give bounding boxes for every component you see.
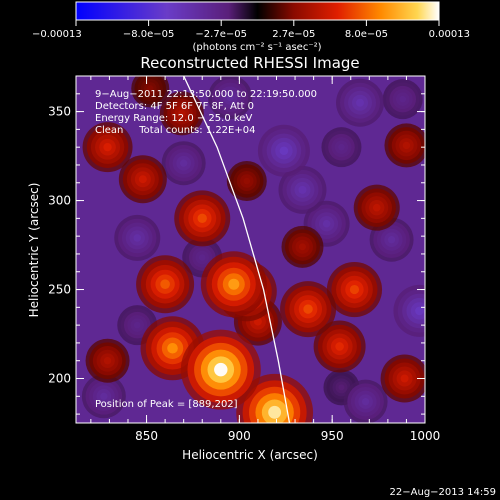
footer-timestamp: 22−Aug−2013 14:59 (390, 487, 496, 498)
colorbar-units: (photons cm⁻² s⁻¹ asec⁻²) (192, 42, 321, 53)
heatmap-source (387, 236, 396, 244)
heatmap-source (179, 159, 188, 167)
y-axis-label: Heliocentric Y (arcsec) (27, 183, 41, 318)
heatmap-source (338, 143, 345, 151)
heatmap-source (103, 357, 112, 365)
heatmap-source (399, 95, 407, 103)
heatmap-source (298, 185, 307, 194)
y-tick-label: 300 (48, 194, 71, 208)
colorbar-ticks: −0.00013 −8.0e−05 −2.7e−05 2.7e−05 8.0e−05 0.… (32, 20, 470, 40)
solar-limb-curve (183, 76, 291, 423)
colorbar-frame (75, 1, 440, 21)
annotation-block: 9−Aug−2011 22:13:50.000 to 22:19:50.000 … (95, 89, 317, 136)
heatmap-source (361, 397, 370, 406)
heatmap-source (197, 213, 207, 224)
x-tick-label: 1000 (410, 429, 441, 443)
colorbar-tick-label: 2.7e−05 (272, 29, 315, 40)
x-tick-label: 950 (321, 429, 344, 443)
colorbar-tick-label: −8.0e−05 (123, 29, 175, 40)
y-tick-label: 250 (48, 283, 71, 297)
heatmap-source (322, 219, 331, 228)
y-tick-label: 200 (48, 372, 71, 386)
heatmap-source (356, 98, 365, 107)
axis-ticks: 850 900 950 1000 200 250 300 350 (48, 75, 441, 443)
heatmap-source (335, 342, 344, 351)
colorbar-tick-label: −2.7e−05 (195, 29, 247, 40)
heatmap-source (402, 141, 411, 150)
heatmap-source (400, 374, 409, 383)
heatmap-source (178, 109, 186, 118)
heatmap-source (167, 342, 178, 354)
colorbar-tick-label: 0.00013 (429, 29, 470, 40)
peak-position-label: Position of Peak = [889,202] (95, 399, 238, 410)
heatmap-source (138, 175, 147, 184)
colorbar: −0.00013 −8.0e−05 −2.7e−05 2.7e−05 8.0e−05 0.… (32, 1, 470, 53)
colorbar-tick-label: −0.00013 (32, 29, 82, 40)
annotation-counts: Clean Total counts: 1.22E+04 (95, 125, 255, 136)
heatmap-source (268, 405, 282, 419)
annotation-energy: Energy Range: 12.0 − 25.0 keV (95, 113, 252, 124)
heatmap-source (133, 321, 141, 329)
heatmap-source (214, 362, 228, 377)
annotation-detectors: Detectors: 4F 5F 6F 7F 8F, Att 0 (95, 101, 254, 112)
heatmap-source (198, 254, 206, 261)
heatmap-source (160, 279, 170, 290)
x-tick-label: 850 (135, 429, 158, 443)
heatmap-source (415, 306, 424, 316)
heatmap-source (279, 146, 289, 156)
x-tick-label: 900 (228, 429, 251, 443)
heatmap-source (103, 142, 112, 152)
heatmap-source (228, 278, 240, 290)
heatmap-source (338, 384, 345, 391)
heatmap-source (303, 304, 313, 314)
heatmap-layer (76, 76, 425, 423)
heatmap-source (100, 392, 108, 401)
heatmap-source (226, 93, 234, 102)
y-tick-label: 350 (48, 105, 71, 119)
x-axis-label: Heliocentric X (arcsec) (182, 448, 318, 462)
colorbar-tick-label: 8.0e−05 (345, 29, 388, 40)
chart-title: Reconstructed RHESSI Image (140, 54, 359, 72)
heatmap-source (147, 85, 154, 92)
heatmap-source (243, 177, 251, 185)
heatmap-source (133, 234, 142, 242)
heatmap-source (349, 284, 360, 295)
heatmap-source (372, 203, 381, 212)
colorbar-gradient (76, 2, 439, 20)
annotation-time: 9−Aug−2011 22:13:50.000 to 22:19:50.000 (95, 89, 317, 100)
plot-frame (75, 75, 426, 424)
heatmap-source (298, 243, 306, 251)
plot-area: 850 900 950 1000 200 250 300 350 (48, 75, 441, 443)
